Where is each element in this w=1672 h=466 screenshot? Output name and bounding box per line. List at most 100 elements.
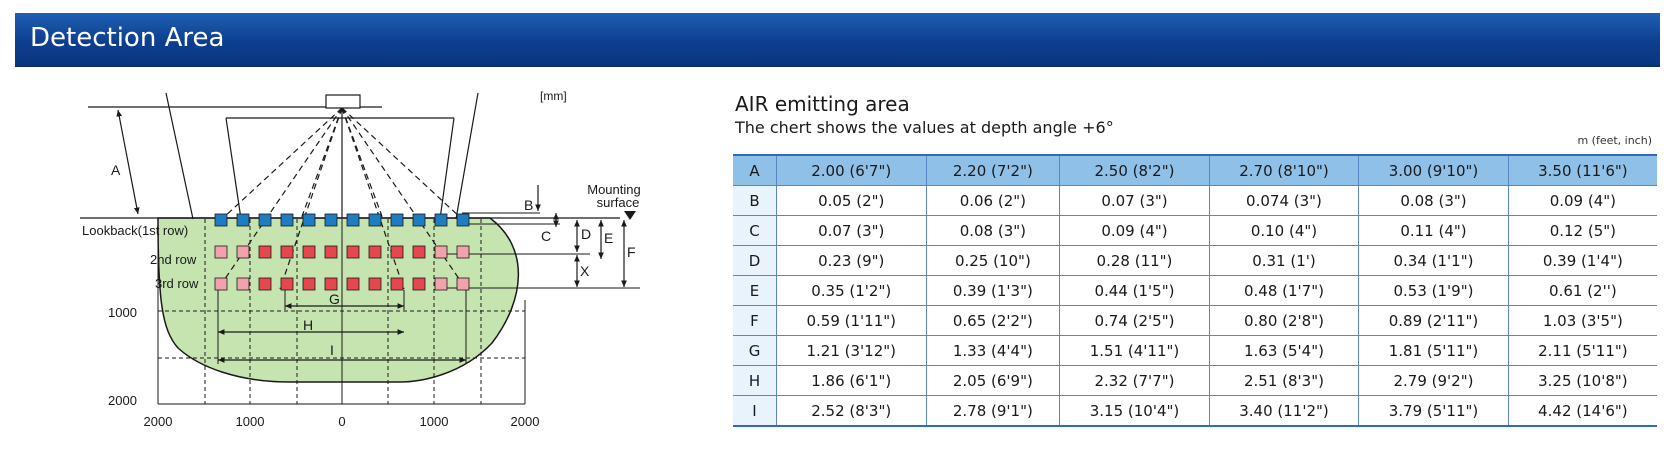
dim-label-b: B xyxy=(524,197,533,213)
spot-row-3 xyxy=(236,277,250,291)
table-cell: 3.79 (5'11") xyxy=(1358,395,1509,427)
table-cell: 2.05 (6'9") xyxy=(925,365,1061,396)
spot-row-3 xyxy=(280,277,294,291)
dim-label-a: A xyxy=(111,162,121,178)
spot-row-3 xyxy=(258,277,272,291)
table-cell: 2.11 (5'11") xyxy=(1507,335,1657,366)
spot-row-2 xyxy=(236,245,250,259)
table-cell: 4.42 (14'6") xyxy=(1507,395,1657,427)
table-cell: 1.03 (3'5") xyxy=(1507,305,1657,336)
spot-row-3 xyxy=(324,277,338,291)
table-cell: 0.07 (3") xyxy=(1059,185,1210,216)
spot-row-2 xyxy=(456,245,470,259)
table-cell: 0.31 (1') xyxy=(1208,245,1360,276)
table-units: m (feet, inch) xyxy=(1577,134,1652,147)
table-cell: 0.08 (3") xyxy=(925,215,1061,246)
detection-area-diagram: [mm] Mounting surface Lookback(1st row) … xyxy=(80,89,641,429)
table-cell: 0.09 (4") xyxy=(1507,185,1657,216)
row-label-1st: Lookback(1st row) xyxy=(82,223,188,238)
spot-row-2 xyxy=(434,245,448,259)
table-row: D 0.23 (9") 0.25 (10") 0.28 (11") 0.31 (1') 0… xyxy=(733,245,1657,276)
mounting-surface-marker xyxy=(624,211,636,220)
table-cell: 0.10 (4") xyxy=(1208,215,1360,246)
spot-row-3 xyxy=(434,277,448,291)
table-cell: 2.32 (7'7") xyxy=(1059,365,1210,396)
row-key: G xyxy=(733,335,777,366)
table-row: G 1.21 (3'12") 1.33 (4'4") 1.51 (4'11") 1.63… xyxy=(733,335,1657,366)
spot-row-2 xyxy=(390,245,404,259)
emitting-area-table: A 2.00 (6'7") 2.20 (7'2") 2.50 (8'2") 2.70 (… xyxy=(733,154,1657,427)
diagram-unit-label: [mm] xyxy=(540,89,567,103)
table-cell: 0.59 (1'11") xyxy=(776,305,927,336)
table-subtitle: The chert shows the values at depth angl… xyxy=(735,118,1114,137)
x-tick: 2000 xyxy=(511,414,540,429)
table-cell: 1.81 (5'11") xyxy=(1358,335,1509,366)
table-cell: 0.074 (3") xyxy=(1208,185,1360,216)
spot-row-2 xyxy=(280,245,294,259)
table-cell: 0.44 (1'5") xyxy=(1059,275,1210,306)
table-cell: 1.33 (4'4") xyxy=(925,335,1061,366)
table-cell: 0.80 (2'8") xyxy=(1208,305,1360,336)
table-row: A 2.00 (6'7") 2.20 (7'2") 2.50 (8'2") 2.70 (… xyxy=(733,154,1657,186)
dim-label-h: H xyxy=(303,317,313,333)
spot-row-3 xyxy=(390,277,404,291)
table-cell: 0.08 (3") xyxy=(1358,185,1509,216)
table-cell: 0.07 (3") xyxy=(776,215,927,246)
table-cell: 0.28 (11") xyxy=(1059,245,1210,276)
table-cell: 2.51 (8'3") xyxy=(1208,365,1360,396)
spot-row-3 xyxy=(346,277,360,291)
table-cell: 3.25 (10'8") xyxy=(1507,365,1657,396)
spot-row-3 xyxy=(368,277,382,291)
table-cell: 2.20 (7'2") xyxy=(925,154,1061,186)
spot-row-1 xyxy=(280,213,294,227)
spot-row-2 xyxy=(412,245,426,259)
table-cell: 3.50 (11'6") xyxy=(1507,154,1657,186)
dim-label-x: X xyxy=(580,263,590,279)
table-cell: 0.65 (2'2") xyxy=(925,305,1061,336)
table-cell: 2.79 (9'2") xyxy=(1358,365,1509,396)
table-cell: 0.05 (2") xyxy=(776,185,927,216)
spot-row-3 xyxy=(456,277,470,291)
dim-label-i: I xyxy=(330,342,334,358)
table-cell: 0.61 (2'') xyxy=(1507,275,1657,306)
spot-row-2 xyxy=(346,245,360,259)
table-title: AIR emitting area xyxy=(735,92,910,116)
table-cell: 0.25 (10") xyxy=(925,245,1061,276)
row-label-2nd: 2nd row xyxy=(150,252,197,267)
table-cell: 2.78 (9'1") xyxy=(925,395,1061,427)
spot-row-2 xyxy=(368,245,382,259)
table-cell: 3.40 (11'2") xyxy=(1208,395,1360,427)
dim-label-f: F xyxy=(627,244,636,260)
row-key: B xyxy=(733,185,777,216)
spot-row-1 xyxy=(456,213,470,227)
spot-row-3 xyxy=(412,277,426,291)
row-label-3rd: 3rd row xyxy=(155,276,199,291)
table-cell: 2.00 (6'7") xyxy=(776,154,927,186)
spot-row-1 xyxy=(346,213,360,227)
table-cell: 0.74 (2'5") xyxy=(1059,305,1210,336)
table-row: B 0.05 (2") 0.06 (2") 0.07 (3") 0.074 (3") 0.… xyxy=(733,185,1657,216)
table-cell: 0.34 (1'1") xyxy=(1358,245,1509,276)
table-cell: 1.51 (4'11") xyxy=(1059,335,1210,366)
table-cell: 0.89 (2'11") xyxy=(1358,305,1509,336)
spot-row-2 xyxy=(214,245,228,259)
dimension-arrows xyxy=(116,109,627,363)
table-cell: 0.53 (1'9") xyxy=(1358,275,1509,306)
table-cell: 3.00 (9'10") xyxy=(1358,154,1509,186)
table-cell: 0.09 (4") xyxy=(1059,215,1210,246)
spot-row-1 xyxy=(302,213,316,227)
row-key: A xyxy=(733,154,777,186)
spot-row-1 xyxy=(258,213,272,227)
table-cell: 0.12 (5") xyxy=(1507,215,1657,246)
spot-row-1 xyxy=(390,213,404,227)
table-cell: 1.21 (3'12") xyxy=(776,335,927,366)
detection-spots xyxy=(214,213,470,291)
y-tick-1000: 1000 xyxy=(108,305,137,320)
x-tick: 0 xyxy=(338,414,345,429)
table-row: C 0.07 (3") 0.08 (3") 0.09 (4") 0.10 (4") 0.1… xyxy=(733,215,1657,246)
sensor xyxy=(325,94,361,109)
page-title: Detection Area xyxy=(30,23,225,53)
table-cell: 2.50 (8'2") xyxy=(1059,154,1210,186)
spot-row-1 xyxy=(368,213,382,227)
spot-row-3 xyxy=(214,277,228,291)
